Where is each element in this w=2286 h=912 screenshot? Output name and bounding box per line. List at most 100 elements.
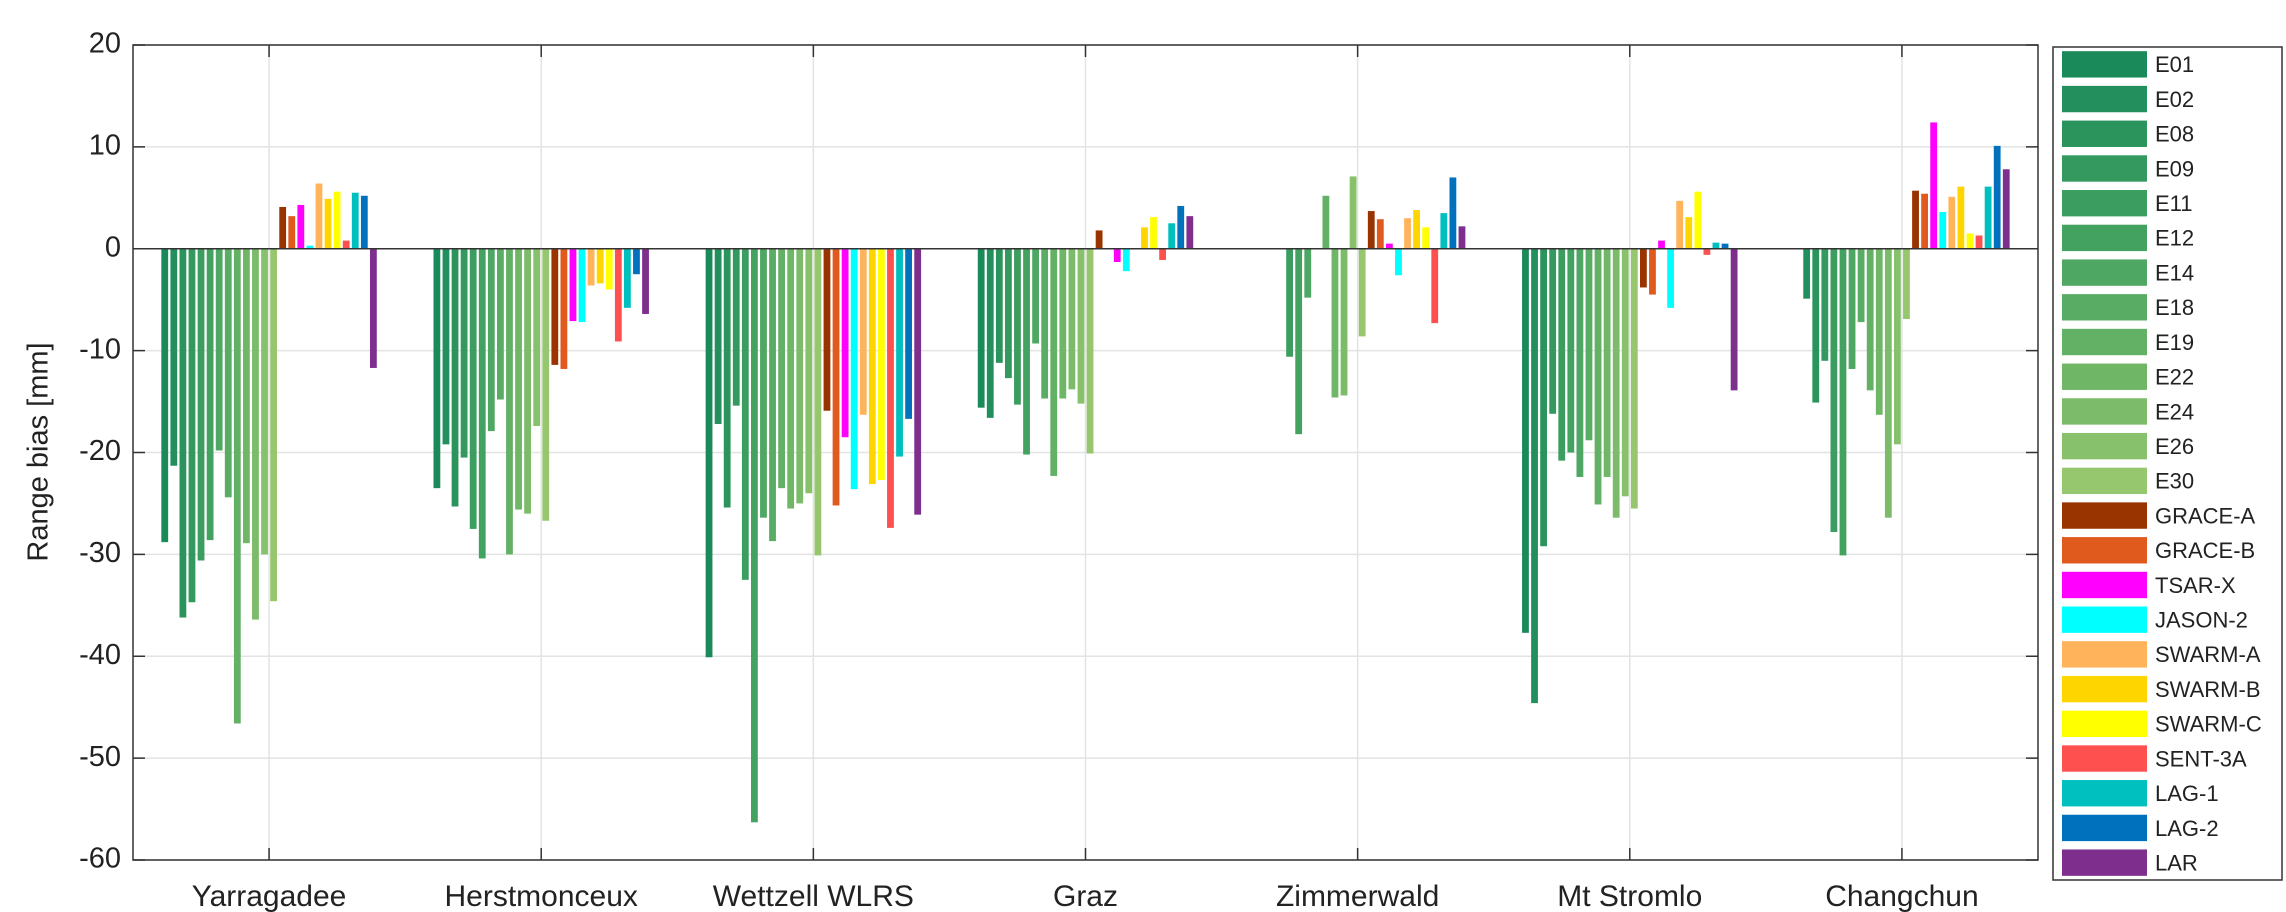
bar: [351, 192, 359, 249]
bar: [896, 248, 903, 457]
bar: [551, 248, 559, 365]
bar: [1639, 248, 1647, 288]
bar: [1812, 248, 1820, 403]
bar: [233, 248, 241, 724]
legend-label: E26: [2155, 434, 2194, 459]
legend-label: E02: [2155, 87, 2194, 112]
bar: [1585, 248, 1593, 441]
bar: [778, 248, 786, 489]
y-tick-label: 20: [89, 28, 121, 60]
bar: [1839, 248, 1847, 556]
legend-swatch: [2062, 467, 2147, 495]
bar: [1621, 248, 1629, 497]
legend-swatch: [2062, 363, 2147, 390]
bar: [1404, 218, 1411, 249]
bar: [478, 248, 486, 559]
legend-swatch: [2062, 328, 2147, 356]
legend-label: GRACE-B: [2155, 538, 2255, 563]
bar: [297, 204, 305, 249]
bar: [1113, 248, 1121, 262]
legend-label: SENT-3A: [2155, 746, 2247, 771]
bar: [369, 248, 377, 368]
bar: [1458, 226, 1466, 249]
bar: [1286, 248, 1294, 357]
legend-label: LAG-1: [2155, 781, 2219, 806]
bar: [1612, 248, 1620, 518]
bar: [642, 248, 649, 314]
bar: [1730, 248, 1738, 391]
bar: [1658, 240, 1665, 249]
bar: [769, 248, 776, 542]
bar: [732, 248, 740, 406]
y-tick-label: -30: [79, 537, 121, 569]
legend-label: LAR: [2155, 850, 2198, 875]
legend-label: E12: [2155, 226, 2194, 251]
bar: [569, 248, 577, 322]
legend-swatch: [2062, 745, 2147, 772]
bar: [1385, 243, 1393, 249]
y-tick-label: -40: [79, 639, 121, 671]
bar: [877, 248, 885, 481]
bar: [1993, 145, 2001, 249]
bar: [1014, 248, 1021, 405]
bar: [1422, 227, 1430, 249]
bar: [1531, 248, 1538, 704]
x-tick-label: Zimmerwald: [1276, 880, 1439, 912]
bar: [1059, 248, 1067, 399]
x-tick-label: Mt Stromlo: [1557, 880, 1702, 912]
legend-swatch: [2062, 849, 2147, 876]
bar: [215, 248, 223, 451]
bar: [1095, 230, 1103, 249]
bar: [1295, 248, 1303, 435]
bar: [515, 248, 522, 510]
legend-label: E24: [2155, 399, 2194, 424]
bar: [850, 248, 858, 490]
bar: [433, 248, 441, 489]
legend-swatch: [2062, 814, 2147, 842]
bar: [1177, 205, 1185, 249]
bar: [1830, 248, 1838, 532]
bar: [1712, 242, 1720, 249]
y-tick-label: -20: [79, 435, 121, 467]
bar: [1848, 248, 1856, 369]
bar: [914, 248, 922, 515]
bar: [1004, 248, 1012, 379]
bar: [1367, 211, 1375, 249]
legend-box: [2052, 46, 2283, 881]
legend-swatch: [2062, 51, 2147, 78]
legend-swatch: [2062, 710, 2147, 738]
legend-label: E22: [2155, 365, 2194, 390]
x-tick-label: Yarragadee: [192, 880, 347, 912]
bar: [841, 248, 849, 438]
legend-swatch: [2062, 120, 2147, 147]
bar: [261, 248, 268, 555]
bar: [1413, 210, 1421, 249]
legend-swatch: [2062, 432, 2147, 460]
bar: [1041, 248, 1049, 399]
bar: [633, 248, 640, 275]
bar: [1866, 248, 1874, 391]
bar: [1694, 191, 1702, 249]
bar: [605, 248, 613, 290]
bar: [1558, 248, 1566, 461]
legend-label: GRACE-A: [2155, 503, 2256, 528]
legend-label: SWARM-C: [2155, 712, 2262, 737]
bar: [1975, 235, 1983, 249]
bar: [887, 248, 894, 528]
bar: [1649, 248, 1656, 295]
bar: [623, 248, 631, 308]
legend-label: E18: [2155, 295, 2194, 320]
legend-label: E01: [2155, 52, 2194, 77]
bar: [1068, 248, 1076, 390]
bar: [1449, 177, 1457, 249]
bar: [859, 248, 867, 415]
bar: [986, 248, 994, 418]
plot-frame: [132, 44, 2039, 861]
y-tick-label: 0: [105, 231, 121, 263]
bar: [1032, 248, 1040, 344]
bar: [796, 248, 804, 504]
bar: [1141, 227, 1148, 249]
bar: [1966, 233, 1974, 249]
y-tick-label: 10: [89, 130, 121, 162]
